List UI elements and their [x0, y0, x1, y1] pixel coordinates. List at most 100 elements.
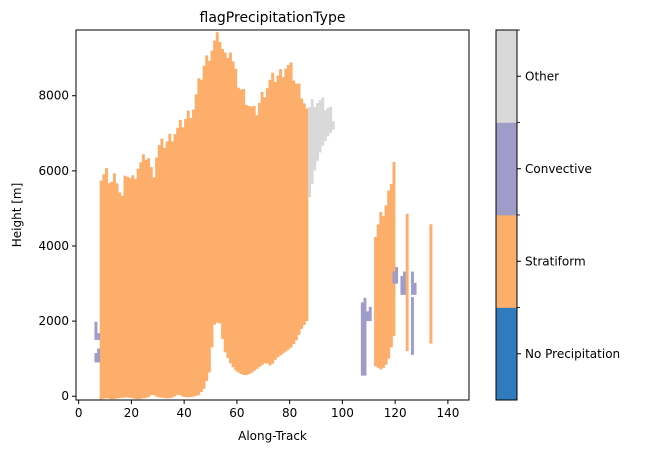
y-tick-label: 8000 [38, 89, 69, 103]
region-convective [366, 306, 372, 322]
data-column [403, 271, 406, 295]
data-column [152, 177, 156, 396]
data-column [271, 72, 275, 364]
data-column [323, 110, 327, 141]
data-column [228, 52, 232, 364]
data-column [141, 154, 145, 399]
data-column [184, 118, 188, 398]
data-column [268, 79, 272, 366]
data-column [368, 306, 372, 322]
data-column [97, 333, 101, 340]
data-column [144, 159, 148, 398]
data-column [363, 297, 367, 376]
data-column [226, 58, 230, 359]
region-stratiform [99, 32, 309, 400]
data-column [134, 178, 137, 399]
data-column [392, 271, 396, 284]
data-column [392, 161, 396, 337]
data-column [292, 80, 296, 345]
region-stratiform [405, 213, 409, 352]
region-stratiform [374, 161, 396, 370]
x-tick-label: 60 [229, 406, 244, 420]
region-stratiform [429, 224, 433, 344]
y-axis-label: Height [m] [10, 183, 24, 248]
data-column [366, 311, 370, 322]
data-column [326, 107, 330, 137]
data-column [395, 267, 399, 284]
data-column [210, 50, 214, 348]
data-column [255, 115, 259, 369]
data-column [139, 162, 143, 399]
data-column [178, 119, 182, 396]
data-column [223, 52, 227, 353]
data-column [123, 175, 127, 398]
data-column [97, 348, 101, 363]
region-convective [410, 297, 414, 355]
data-column [387, 190, 391, 359]
data-column [247, 106, 251, 375]
data-column [265, 88, 269, 364]
data-column [389, 184, 393, 348]
data-column [381, 216, 385, 368]
data-column [294, 83, 298, 341]
data-column [374, 236, 377, 367]
data-column [163, 147, 166, 398]
data-column [234, 68, 238, 371]
data-column [207, 60, 211, 373]
data-column [110, 181, 114, 400]
data-column [300, 98, 304, 329]
data-column [213, 40, 217, 325]
data-column [400, 276, 404, 295]
data-column [257, 102, 261, 368]
data-column [173, 134, 177, 397]
y-tick-label: 6000 [38, 164, 69, 178]
data-column [94, 353, 98, 363]
y-tick-label: 2000 [38, 314, 69, 328]
y-tick-label: 0 [61, 389, 69, 403]
data-column [260, 91, 264, 366]
data-column [405, 213, 409, 352]
colorbar-segment-stratiform [496, 215, 517, 308]
data-column [331, 121, 335, 130]
y-tick-label: 4000 [38, 239, 69, 253]
colorbar-segment-convective [496, 122, 517, 216]
data-column [176, 127, 180, 395]
data-column [321, 97, 325, 146]
data-column [429, 224, 433, 344]
data-column [308, 107, 312, 198]
data-column [168, 133, 172, 399]
data-column [316, 103, 319, 161]
data-column [410, 271, 414, 295]
data-column [189, 118, 193, 398]
data-column [297, 83, 301, 335]
x-tick-label: 20 [124, 406, 139, 420]
data-column [126, 176, 130, 398]
colorbar-tick-label: No Precipitation [525, 347, 620, 361]
x-tick-label: 120 [384, 406, 407, 420]
colorbar-frame [495, 29, 518, 401]
x-tick-label: 100 [331, 406, 354, 420]
data-column [318, 100, 322, 153]
data-column [155, 157, 159, 397]
data-column [276, 75, 280, 358]
data-column [186, 110, 190, 398]
data-column [205, 55, 209, 382]
data-column [281, 77, 285, 354]
data-column [181, 127, 185, 397]
data-column [160, 138, 164, 398]
colorbar-tick-label: Convective [525, 162, 592, 176]
data-column [192, 109, 195, 397]
colorbar-tick-label: Other [525, 69, 559, 83]
data-column [221, 48, 225, 339]
data-column [218, 41, 222, 324]
colorbar-segment-other [496, 30, 517, 123]
data-column [202, 65, 206, 389]
region-convective [94, 348, 101, 363]
region-convective [410, 271, 417, 295]
data-column [360, 302, 364, 376]
x-tick-label: 0 [75, 406, 83, 420]
data-column [128, 178, 132, 398]
colorbar-tick-label: Stratiform [525, 254, 586, 268]
data-column [107, 183, 111, 399]
data-column [279, 69, 283, 356]
